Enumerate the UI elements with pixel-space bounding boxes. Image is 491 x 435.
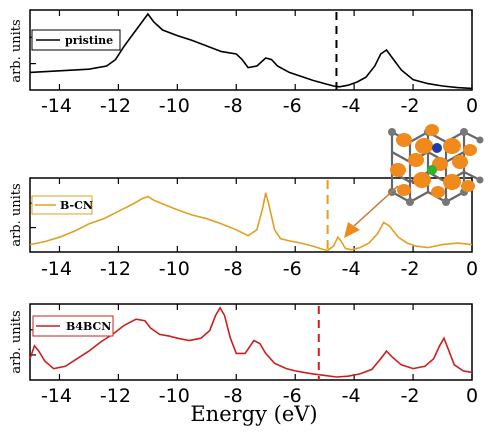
x-tick-label: -8 (224, 258, 243, 280)
x-tick-label: -10 (159, 258, 190, 280)
x-tick-label: -2 (401, 95, 420, 117)
panel-pristine: arb. units pristine -14 -12 -10 -8 -6 -4 -2 0 (9, 9, 478, 117)
molecule-structure-illustration (344, 124, 484, 238)
x-tick-label: -8 (224, 95, 243, 117)
x-axis-label: Energy (eV) (190, 402, 317, 426)
x-tick-label: 0 (466, 385, 478, 407)
x-tick-label: -14 (41, 95, 72, 117)
x-tick-label: -12 (100, 95, 131, 117)
x-tick-label: -4 (342, 95, 361, 117)
legend: B4BCN (32, 315, 114, 337)
legend-label: pristine (65, 34, 113, 47)
legend-label: B4BCN (66, 320, 111, 333)
plot-frame (29, 177, 473, 253)
x-tick-label: -10 (159, 95, 190, 117)
x-tick-label: -4 (342, 385, 361, 407)
x-tick-label: 0 (466, 258, 478, 280)
dos-curve-b4bcn (29, 306, 473, 378)
x-tick-label: -2 (401, 385, 420, 407)
dos-curve-pristine (29, 12, 473, 90)
x-tick-label: -2 (401, 258, 420, 280)
x-tick-label: -6 (283, 258, 302, 280)
x-tick-label: -6 (283, 95, 302, 117)
plot-frame (29, 9, 473, 91)
x-tick-label: -12 (100, 258, 131, 280)
x-tick-label: -4 (342, 258, 361, 280)
x-tick-label: 0 (466, 95, 478, 117)
y-axis-label: arb. units (9, 310, 24, 373)
plot-frame (29, 303, 473, 381)
legend: pristine (31, 29, 121, 51)
legend: B-CN (31, 195, 93, 215)
dos-curve-bcn (29, 192, 473, 252)
x-tick-label: -6 (283, 385, 302, 407)
x-tick-label: -14 (41, 258, 72, 280)
legend-label: B-CN (60, 199, 93, 212)
panel-b4bcn: arb. units B4BCN -14 -12 -10 -8 -6 -4 -2 0 (9, 303, 478, 407)
x-tick-label: -10 (159, 385, 190, 407)
x-tick-label: -14 (41, 385, 72, 407)
y-axis-label: arb. units (9, 183, 24, 246)
x-tick-label: -12 (100, 385, 131, 407)
panel-bcn: arb. units B-CN -14 -12 -10 -8 -6 -4 -2 0 (9, 177, 478, 280)
y-axis-label: arb. units (9, 19, 24, 82)
x-tick-label: -8 (224, 385, 243, 407)
